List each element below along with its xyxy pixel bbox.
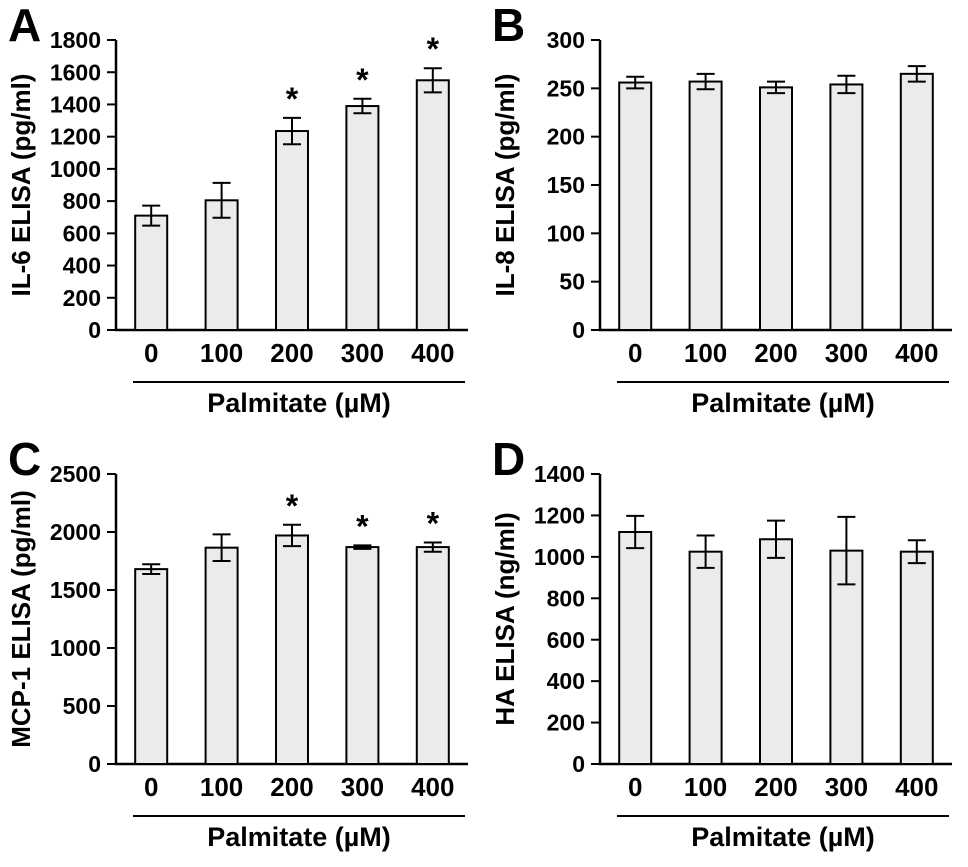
- bar: [204, 546, 239, 765]
- bar: [829, 83, 864, 332]
- x-tick-label: 300: [341, 338, 384, 368]
- bar: [204, 199, 239, 331]
- significance-asterisk: *: [356, 62, 369, 98]
- bar-chart-mcp1: 0 500 1000 1500 2000 2500 0 100 * 200 * 300 * 400 Palm…: [6, 461, 468, 852]
- x-tick-label: 200: [754, 338, 797, 368]
- bar-chart-il6: 0 200 400 600 800 1000 1200 1400 1600 1800 0 100 * 20…: [6, 27, 468, 418]
- y-tick-label: 1400: [534, 461, 585, 487]
- y-tick-label: 400: [63, 253, 101, 279]
- y-tick-label: 1000: [50, 156, 101, 182]
- y-tick-label: 50: [559, 269, 585, 295]
- panel-c: C 0 500 1000 1500 2000 2500 0 100 * 200 * 300 * 400 Pa…: [0, 434, 484, 867]
- y-tick-label: 200: [63, 285, 101, 311]
- y-tick-label: 300: [547, 27, 585, 53]
- y-axis-title: MCP-1 ELISA (pg/ml): [6, 490, 36, 748]
- significance-asterisk: *: [286, 488, 299, 524]
- y-tick-label: 0: [88, 317, 101, 343]
- y-tick-label: 1000: [50, 635, 101, 661]
- bar: [275, 534, 309, 766]
- bar: [345, 546, 380, 765]
- bar: [618, 81, 653, 331]
- x-tick-label: 300: [825, 338, 868, 368]
- y-tick-label: 200: [547, 124, 585, 150]
- x-tick-label: 0: [628, 338, 642, 368]
- significance-asterisk: *: [427, 505, 440, 541]
- x-tick-label: 300: [341, 772, 384, 802]
- panel-letter-d: D: [492, 433, 526, 485]
- x-tick-label: 200: [270, 772, 313, 802]
- x-tick-label: 400: [411, 772, 454, 802]
- y-tick-label: 100: [547, 220, 585, 246]
- y-tick-label: 0: [88, 751, 101, 777]
- y-tick-label: 150: [547, 172, 585, 198]
- bar: [759, 538, 793, 765]
- bar: [899, 72, 934, 331]
- y-tick-label: 1200: [534, 502, 585, 528]
- bar: [899, 550, 934, 765]
- y-tick-label: 1800: [50, 27, 101, 53]
- bar: [618, 531, 653, 765]
- bar: [134, 214, 169, 331]
- x-tick-label: 400: [411, 338, 454, 368]
- bar: [275, 130, 309, 331]
- x-tick-label: 300: [825, 772, 868, 802]
- bar: [688, 550, 723, 765]
- y-tick-label: 0: [572, 317, 585, 343]
- bar-chart-ha: 0 200 400 600 800 1000 1200 1400 0 100 200 300 400 Pa…: [490, 461, 952, 852]
- y-tick-label: 500: [63, 693, 101, 719]
- bar: [415, 79, 450, 332]
- x-tick-label: 400: [895, 772, 938, 802]
- significance-asterisk: *: [356, 508, 369, 544]
- x-tick-label: 0: [144, 338, 158, 368]
- panel-b: B 0 50 100 150 200 250 300 0 100 200 300 400 Palmita…: [484, 0, 968, 434]
- y-tick-label: 800: [547, 585, 585, 611]
- y-tick-label: 0: [572, 751, 585, 777]
- y-tick-label: 600: [63, 220, 101, 246]
- significance-asterisk: *: [427, 31, 440, 67]
- x-tick-label: 200: [754, 772, 797, 802]
- significance-asterisk: *: [286, 81, 299, 117]
- x-tick-label: 100: [200, 338, 243, 368]
- y-tick-label: 1200: [50, 124, 101, 150]
- bar: [134, 568, 169, 765]
- y-tick-label: 800: [63, 188, 101, 214]
- y-axis-title: IL-8 ELISA (pg/ml): [490, 74, 520, 297]
- bar: [829, 549, 864, 766]
- x-tick-label: 100: [200, 772, 243, 802]
- bar: [688, 80, 723, 331]
- panel-a: A 0 200 400 600 800 1000 1200 1400 1600 1800 0 100 *…: [0, 0, 484, 434]
- y-tick-label: 1600: [50, 59, 101, 85]
- y-tick-label: 1500: [50, 577, 101, 603]
- y-tick-label: 200: [547, 710, 585, 736]
- x-axis-title: Palmitate (µM): [691, 822, 875, 852]
- x-axis-title: Palmitate (µM): [691, 388, 875, 418]
- x-tick-label: 0: [144, 772, 158, 802]
- y-tick-label: 250: [547, 75, 585, 101]
- panel-letter-c: C: [8, 433, 42, 485]
- y-tick-label: 1000: [534, 544, 585, 570]
- bar: [759, 86, 793, 331]
- x-axis-title: Palmitate (µM): [207, 388, 391, 418]
- y-tick-label: 600: [547, 627, 585, 653]
- y-tick-label: 400: [547, 668, 585, 694]
- x-tick-label: 400: [895, 338, 938, 368]
- y-axis-title: IL-6 ELISA (pg/ml): [6, 74, 36, 297]
- y-tick-label: 2500: [50, 461, 101, 487]
- y-axis-title: HA ELISA (ng/ml): [490, 512, 520, 725]
- panel-d: D 0 200 400 600 800 1000 1200 1400 0 100 200 300 400…: [484, 434, 968, 867]
- x-tick-label: 100: [684, 338, 727, 368]
- bar-chart-il8: 0 50 100 150 200 250 300 0 100 200 300 400 Palmitate…: [490, 27, 952, 418]
- x-tick-label: 100: [684, 772, 727, 802]
- x-axis-title: Palmitate (µM): [207, 822, 391, 852]
- x-tick-label: 200: [270, 338, 313, 368]
- panel-letter-a: A: [8, 0, 42, 51]
- bar: [345, 105, 380, 331]
- bar: [415, 546, 450, 765]
- x-tick-label: 0: [628, 772, 642, 802]
- panel-letter-b: B: [492, 0, 526, 51]
- y-tick-label: 2000: [50, 519, 101, 545]
- y-tick-label: 1400: [50, 91, 101, 117]
